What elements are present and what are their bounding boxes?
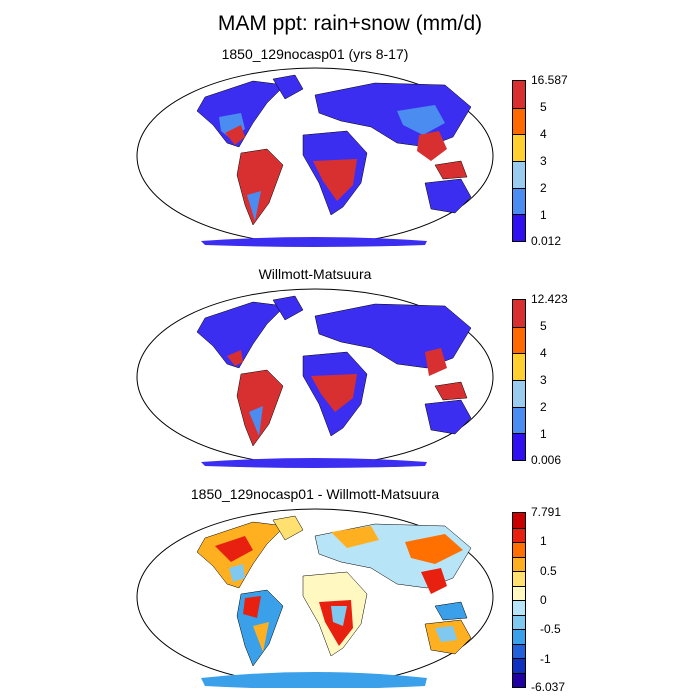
colorbar-segment <box>513 406 525 434</box>
colorbar-separator <box>513 571 525 572</box>
colorbar-segment <box>513 353 525 380</box>
colorbar-separator <box>513 643 525 645</box>
colorbar-segment <box>513 81 525 108</box>
colorbar-separator <box>513 187 525 189</box>
colorbar-segment <box>513 542 525 557</box>
colorbar-label: 1 <box>540 534 547 549</box>
colorbar-separator <box>513 658 525 659</box>
colorbar-segment <box>513 600 525 615</box>
colorbar-label: 1 <box>540 427 547 441</box>
colorbar-separator <box>513 326 525 328</box>
colorbar-segment <box>513 300 525 327</box>
colorbar-separator <box>513 353 525 355</box>
colorbar-label: 4 <box>540 346 547 360</box>
figure-title: MAM ppt: rain+snow (mm/d) <box>217 12 483 35</box>
colorbar-separator <box>513 585 525 587</box>
panel-3-colorbar <box>512 512 526 688</box>
colorbar-label: 2 <box>540 181 547 195</box>
colorbar-label: 0 <box>540 593 547 607</box>
colorbar-segment <box>513 527 525 542</box>
colorbar-segment <box>513 513 525 528</box>
colorbar-separator <box>513 214 525 216</box>
colorbar-label: 12.423 <box>531 292 568 306</box>
colorbar-separator <box>513 380 525 381</box>
colorbar-separator <box>513 542 525 543</box>
panel-1-colorbar <box>512 80 526 242</box>
colorbar-label: 5 <box>540 319 547 333</box>
colorbar-label: 1 <box>540 208 547 222</box>
panel-3-title: 1850_129nocasp01 - Willmott-Matsuura <box>190 486 440 502</box>
colorbar-segment <box>513 658 525 673</box>
colorbar-segment <box>513 585 525 600</box>
colorbar-label: -1 <box>540 651 551 666</box>
colorbar-segment <box>513 380 525 407</box>
colorbar-segment <box>513 643 525 658</box>
colorbar-segment <box>513 107 525 135</box>
colorbar-label: 0.012 <box>531 234 562 248</box>
colorbar-segment <box>513 614 525 629</box>
colorbar-segment <box>513 433 525 460</box>
colorbar-label: -6.037 <box>531 680 566 694</box>
panel-2-colorbar <box>512 299 526 461</box>
colorbar-separator <box>513 672 525 674</box>
colorbar-label: 3 <box>540 373 547 387</box>
colorbar-separator <box>513 527 525 529</box>
colorbar-label: 3 <box>540 154 547 168</box>
panel-1-map <box>136 67 494 247</box>
colorbar-label: 7.791 <box>531 505 562 519</box>
colorbar-separator <box>513 614 525 616</box>
colorbar-segment <box>513 629 525 644</box>
colorbar-label: 4 <box>540 127 547 141</box>
panel-1-title: 1850_129nocasp01 (yrs 8-17) <box>221 46 409 62</box>
colorbar-segment <box>513 326 525 354</box>
colorbar-segment <box>513 556 525 571</box>
colorbar-label: -0.5 <box>540 622 561 637</box>
colorbar-label: 16.587 <box>531 73 568 87</box>
colorbar-separator <box>513 556 525 558</box>
colorbar-label: 2 <box>540 400 547 414</box>
colorbar-separator <box>513 433 525 435</box>
colorbar-segment <box>513 672 525 687</box>
colorbar-segment <box>513 161 525 188</box>
colorbar-label: 0.006 <box>531 453 562 467</box>
colorbar-separator <box>513 107 525 109</box>
colorbar-separator <box>513 134 525 136</box>
colorbar-separator <box>513 406 525 408</box>
colorbar-separator <box>513 629 525 630</box>
colorbar-segment <box>513 571 525 586</box>
colorbar-label: 5 <box>540 100 547 114</box>
colorbar-label: 0.5 <box>540 563 557 578</box>
colorbar-segment <box>513 187 525 215</box>
panel-3-map <box>136 508 494 688</box>
colorbar-separator <box>513 600 525 601</box>
colorbar-segment <box>513 214 525 241</box>
colorbar-segment <box>513 134 525 161</box>
panel-2-title: Willmott-Matsuura <box>258 266 372 282</box>
colorbar-separator <box>513 161 525 162</box>
panel-2-map <box>136 288 494 468</box>
